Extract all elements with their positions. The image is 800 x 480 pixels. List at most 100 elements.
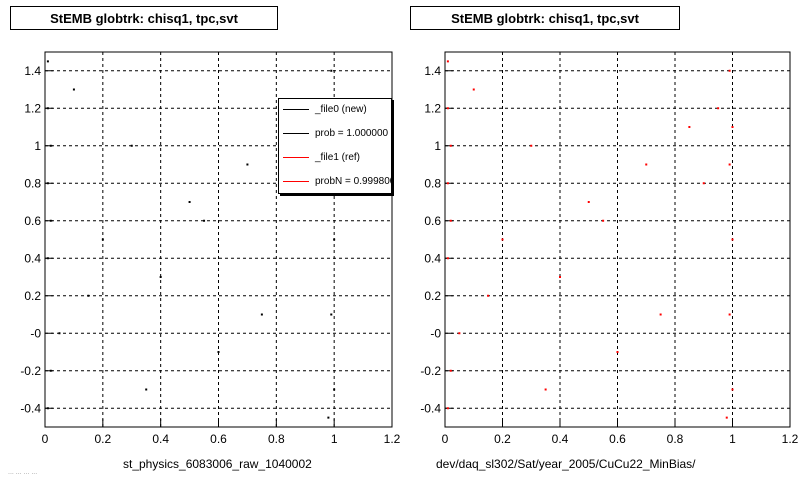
x-tick-label: 0 bbox=[42, 432, 49, 446]
y-tick-label: 0.6 bbox=[424, 214, 441, 228]
y-tick-label: -0.2 bbox=[420, 364, 441, 378]
legend-line-icon bbox=[283, 180, 309, 182]
data-point bbox=[333, 388, 336, 391]
data-point bbox=[717, 107, 720, 110]
data-point bbox=[446, 107, 449, 110]
y-tick-label: 1.2 bbox=[424, 101, 441, 115]
y-tick-label: 0.4 bbox=[24, 251, 41, 265]
x-tick-label: 1.2 bbox=[782, 432, 799, 446]
data-point bbox=[446, 407, 449, 410]
data-point bbox=[188, 201, 191, 203]
data-point bbox=[145, 388, 148, 391]
data-point bbox=[46, 257, 49, 260]
x-axis-label-right: dev/daq_sl302/Sat/year_2005/CuCu22_MinBi… bbox=[436, 457, 696, 471]
x-tick-label: 1 bbox=[331, 432, 338, 446]
y-tick-label: -0 bbox=[430, 326, 441, 340]
footnote: ... ... ... ... bbox=[8, 469, 38, 476]
x-tick-label: 1.2 bbox=[384, 432, 401, 446]
data-point bbox=[260, 313, 263, 316]
data-point bbox=[728, 163, 731, 166]
data-point bbox=[458, 332, 461, 335]
legend-line-icon bbox=[283, 156, 309, 158]
y-tick-label: 0.2 bbox=[24, 289, 41, 303]
y-tick-label: -0 bbox=[30, 326, 41, 340]
data-point bbox=[446, 257, 449, 260]
y-tick-label: -0.2 bbox=[20, 364, 41, 378]
data-point bbox=[330, 313, 333, 316]
data-point bbox=[49, 369, 52, 372]
data-point bbox=[449, 144, 452, 147]
legend-label: _file1 (ref) bbox=[315, 151, 361, 163]
y-tick-label: 0.4 bbox=[424, 251, 441, 265]
data-point bbox=[659, 313, 662, 316]
data-point bbox=[487, 294, 490, 297]
x-tick-label: 0.2 bbox=[94, 432, 111, 446]
data-point bbox=[446, 60, 449, 63]
data-point bbox=[46, 182, 49, 185]
y-tick-label: -0.4 bbox=[420, 401, 441, 415]
x-tick-label: 0 bbox=[442, 432, 449, 446]
x-tick-label: 0.6 bbox=[609, 432, 626, 446]
legend-line-icon bbox=[283, 132, 309, 134]
x-tick-label: 0.6 bbox=[210, 432, 227, 446]
y-tick-label: 1 bbox=[434, 139, 441, 153]
data-point bbox=[688, 126, 691, 128]
data-point bbox=[645, 163, 648, 166]
plot-title-right: StEMB globtrk: chisq1, tpc,svt bbox=[410, 6, 680, 30]
legend-item: probN = 0.999800 bbox=[279, 172, 391, 190]
y-tick-label: 0.6 bbox=[24, 214, 41, 228]
plot-title-left: StEMB globtrk: chisq1, tpc,svt bbox=[10, 6, 278, 30]
data-point bbox=[616, 351, 619, 353]
data-point bbox=[72, 88, 75, 91]
data-point bbox=[58, 332, 61, 335]
legend-label: _file0 (new) bbox=[315, 103, 367, 115]
y-tick-label: 0.8 bbox=[24, 176, 41, 190]
data-point bbox=[725, 416, 728, 419]
x-axis-label-left: st_physics_6083006_raw_1040002 bbox=[123, 457, 312, 471]
x-tick-label: 0.4 bbox=[552, 432, 569, 446]
data-point bbox=[449, 369, 452, 372]
data-point bbox=[203, 219, 206, 222]
data-point bbox=[587, 201, 590, 203]
data-point bbox=[501, 238, 504, 241]
x-tick-label: 1 bbox=[729, 432, 736, 446]
y-tick-label: 1.4 bbox=[24, 64, 41, 78]
data-point bbox=[530, 144, 533, 147]
data-point bbox=[472, 88, 475, 91]
y-tick-label: 1 bbox=[34, 139, 41, 153]
data-point bbox=[333, 238, 336, 241]
data-point bbox=[731, 388, 734, 391]
y-tick-label: 1.4 bbox=[424, 64, 441, 78]
plot-right: 0 0.2 0.4 0.6 0.8 1 1.2 -0.4 -0.2 -0 0.2 0.4 0.6 0.8 1… bbox=[420, 51, 799, 446]
data-point bbox=[46, 107, 49, 110]
legend-label: prob = 1.000000 bbox=[315, 127, 389, 139]
data-point bbox=[246, 163, 249, 166]
data-point bbox=[602, 219, 605, 222]
data-point bbox=[728, 69, 731, 72]
legend-line-icon bbox=[283, 108, 309, 110]
data-point bbox=[559, 276, 561, 278]
data-point bbox=[101, 238, 104, 241]
data-point bbox=[159, 276, 162, 278]
data-point bbox=[87, 294, 90, 297]
y-tick-label: -0.4 bbox=[20, 401, 41, 415]
x-tick-label: 0.2 bbox=[494, 432, 511, 446]
data-point bbox=[544, 388, 547, 391]
data-point bbox=[46, 60, 49, 63]
x-tick-label: 0.8 bbox=[268, 432, 285, 446]
y-tick-label: 1.2 bbox=[24, 101, 41, 115]
data-point bbox=[728, 313, 731, 316]
legend-item: _file1 (ref) bbox=[279, 148, 391, 166]
x-tick-label: 0.4 bbox=[152, 432, 169, 446]
legend: _file0 (new) prob = 1.000000 _file1 (ref… bbox=[278, 98, 392, 194]
data-point bbox=[327, 416, 330, 419]
data-point bbox=[731, 126, 734, 128]
data-point bbox=[49, 144, 52, 147]
x-tick-label: 0.8 bbox=[667, 432, 684, 446]
data-point bbox=[702, 182, 705, 185]
data-point bbox=[130, 144, 133, 147]
legend-item: _file0 (new) bbox=[279, 100, 391, 118]
y-tick-label: 0.8 bbox=[424, 176, 441, 190]
legend-item: prob = 1.000000 bbox=[279, 124, 391, 142]
